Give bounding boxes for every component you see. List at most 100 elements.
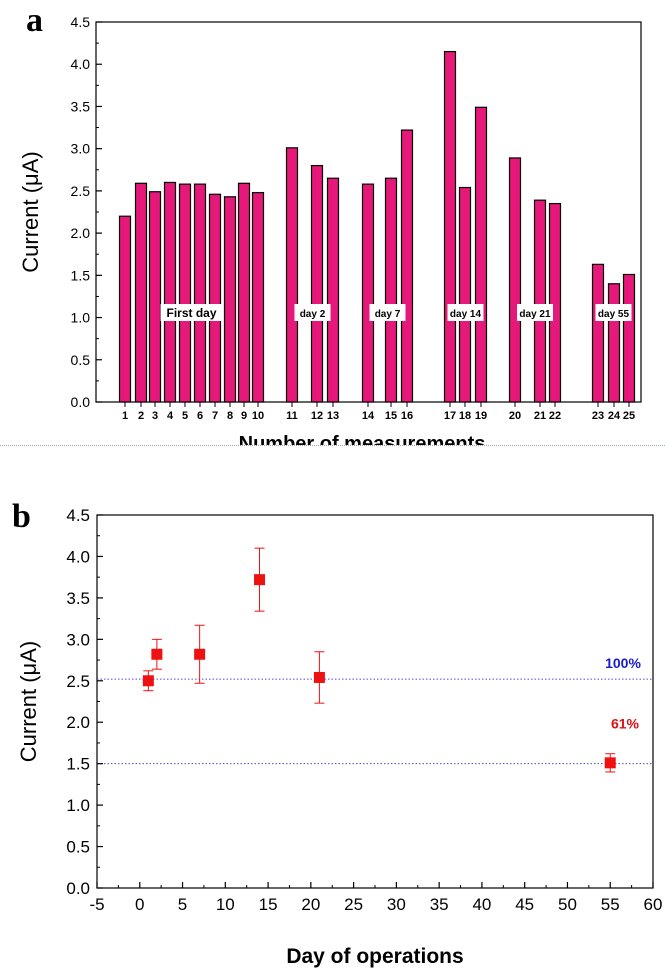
y-tick-label: 3.0 [71, 141, 91, 157]
panel-divider [0, 445, 665, 446]
bar [193, 183, 207, 403]
x-tick-label: 30 [387, 895, 406, 914]
reference-label-61: 61% [611, 716, 640, 732]
x-tick-label: 11 [286, 410, 298, 422]
bar [163, 181, 177, 403]
x-tick-label: 35 [430, 895, 449, 914]
x-tick-label: 17 [444, 410, 456, 422]
y-tick-label: 4.0 [71, 56, 91, 72]
y-tick-label: 1.5 [71, 267, 91, 283]
x-tick-label: 12 [311, 410, 323, 422]
bar [223, 196, 237, 403]
y-tick-label: 2.0 [66, 713, 90, 732]
y-tick-label: 4.0 [66, 547, 90, 566]
y-tick-label: 0.0 [66, 879, 90, 898]
group-label-bg [447, 304, 484, 321]
group-label: First day [166, 306, 216, 320]
bar [237, 182, 251, 403]
bar [458, 186, 472, 403]
y-axis-title: Current (μA) [16, 641, 41, 762]
group-label-bg [595, 304, 632, 321]
x-tick-label: 21 [534, 410, 546, 422]
x-tick-label: 6 [197, 410, 203, 422]
x-tick-label: 1 [122, 410, 128, 422]
x-tick-label: -5 [89, 895, 104, 914]
bar [118, 215, 132, 403]
bar [310, 164, 324, 403]
x-tick-label: 18 [459, 410, 471, 422]
y-tick-label: 4.5 [66, 506, 90, 525]
data-point [194, 648, 206, 660]
bar [400, 129, 414, 403]
group-label-bg [517, 304, 553, 321]
x-tick-label: 60 [644, 895, 663, 914]
x-tick-label: 25 [623, 410, 635, 422]
bar [533, 199, 547, 403]
bar [622, 273, 636, 403]
bar [326, 177, 340, 403]
x-tick-label: 24 [608, 410, 621, 422]
x-tick-label: 19 [475, 410, 487, 422]
y-tick-label: 0.0 [71, 394, 91, 410]
bar [591, 263, 605, 403]
x-tick-label: 40 [472, 895, 491, 914]
bar [285, 147, 299, 403]
x-tick-label: 15 [259, 895, 278, 914]
y-tick-label: 2.5 [66, 672, 90, 691]
x-tick-label: 7 [212, 410, 218, 422]
x-axis-title: Day of operations [286, 945, 463, 968]
bar [384, 177, 398, 403]
group-label-bg [160, 304, 223, 321]
x-tick-label: 16 [401, 410, 413, 422]
y-tick-label: 1.0 [66, 796, 90, 815]
group-label: day 2 [300, 309, 326, 320]
y-tick-label: 0.5 [71, 352, 91, 368]
bar [443, 50, 457, 403]
bar [134, 182, 148, 403]
data-point [254, 574, 266, 586]
bar [148, 191, 162, 403]
y-tick-label: 3.0 [66, 630, 90, 649]
data-point [604, 757, 616, 769]
data-point [142, 675, 154, 687]
x-tick-label: 15 [385, 410, 397, 422]
x-tick-label: 2 [138, 410, 144, 422]
y-tick-label: 0.5 [66, 838, 90, 857]
y-tick-label: 1.5 [66, 755, 90, 774]
x-tick-label: 10 [216, 895, 235, 914]
panel-b-letter: b [12, 498, 31, 535]
y-tick-label: 3.5 [71, 98, 91, 114]
x-tick-label: 14 [362, 410, 375, 422]
x-tick-label: 20 [301, 895, 320, 914]
x-tick-label: 25 [344, 895, 363, 914]
bar [508, 157, 522, 403]
group-label: day 14 [450, 309, 482, 320]
x-tick-label: 4 [167, 410, 174, 422]
x-tick-label: 55 [601, 895, 620, 914]
x-tick-label: 22 [549, 410, 561, 422]
plot-frame [96, 514, 654, 889]
panel-a-letter: a [26, 2, 43, 39]
x-tick-label: 50 [558, 895, 577, 914]
x-tick-label: 9 [241, 410, 247, 422]
bar [178, 183, 192, 403]
y-tick-label: 4.5 [71, 14, 91, 30]
scatter-chart-days: 100% 61% 0.0 0.5 1.0 1.5 2.0 2.5 3.0 3.5 4.0 4.5 -5 0… [16, 506, 663, 968]
x-tick-label: 23 [592, 410, 604, 422]
bar [208, 193, 222, 403]
x-tick-label: 3 [152, 410, 158, 422]
y-tick-label: 2.5 [71, 183, 91, 199]
x-tick-label: 5 [182, 410, 188, 422]
y-tick-label: 2.0 [71, 225, 91, 241]
x-tick-label: 8 [227, 410, 233, 422]
x-tick-label: 20 [509, 410, 521, 422]
reference-label-100: 100% [605, 655, 641, 671]
y-tick-label: 3.5 [66, 589, 90, 608]
data-point [151, 648, 163, 660]
group-label: day 55 [598, 309, 630, 320]
x-tick-label: 45 [515, 895, 534, 914]
x-tick-label: 0 [135, 895, 144, 914]
x-tick-label: 13 [327, 410, 339, 422]
group-label-bg [369, 304, 406, 321]
